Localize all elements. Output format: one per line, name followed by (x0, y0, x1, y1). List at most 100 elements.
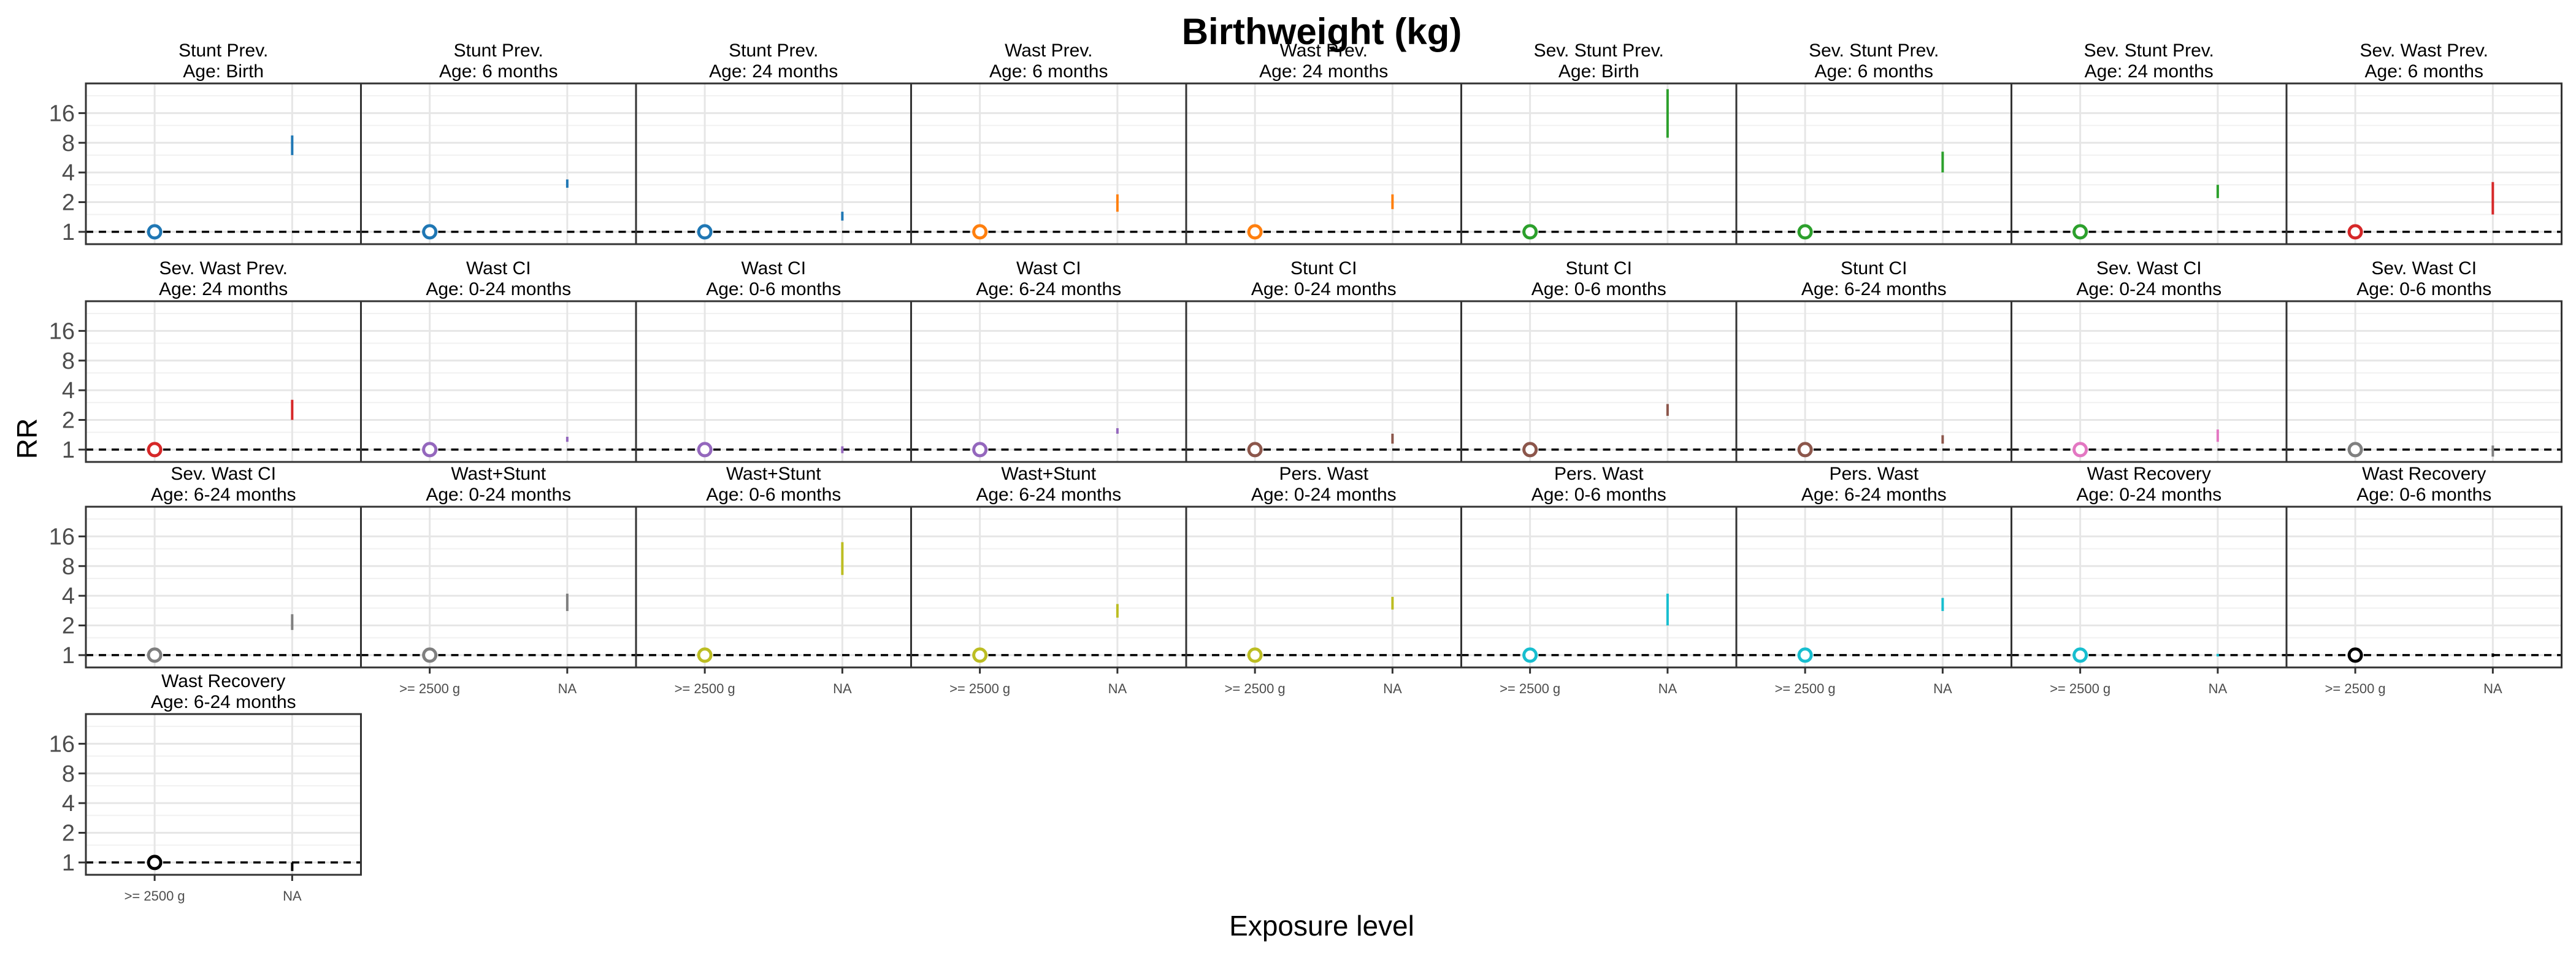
panel-background (1461, 507, 1736, 667)
panel-title-outcome: Sev. Wast CI (171, 464, 276, 484)
panel-title-age: Age: 0-6 months (2356, 485, 2491, 505)
y-tick-label: 8 (62, 554, 75, 580)
panel-title-outcome: Sev. Stunt Prev. (2084, 40, 2214, 61)
reference-point (1522, 647, 1538, 663)
reference-point (147, 647, 163, 663)
reference-point (1797, 224, 1813, 240)
x-tick-label: NA (1658, 681, 1677, 696)
x-tick-label: NA (1933, 681, 1952, 696)
panel-title-age: Age: 6-24 months (151, 692, 296, 712)
panel-title-outcome: Stunt CI (1841, 258, 1907, 279)
y-tick-label: 8 (62, 131, 75, 156)
facet-panel: Wast Prev.Age: 24 months (1185, 40, 1462, 245)
x-tick-label: >= 2500 g (1775, 681, 1836, 696)
reference-point (972, 224, 988, 240)
x-tick-label: NA (1108, 681, 1127, 696)
panel-background (1186, 83, 1462, 244)
panel-background (1736, 301, 2012, 462)
y-tick-label: 16 (49, 524, 75, 550)
panel-title-outcome: Stunt Prev. (454, 40, 543, 61)
y-tick-label: 1 (62, 437, 75, 463)
panel-title-age: Age: 6-24 months (1801, 485, 1947, 505)
panel-title-outcome: Pers. Wast (1554, 464, 1644, 484)
reference-point (1797, 442, 1813, 458)
panel-background (2011, 507, 2287, 667)
panel-title-outcome: Sev. Wast Prev. (2360, 40, 2489, 61)
reference-point (2072, 442, 2088, 458)
reference-point (422, 647, 438, 663)
reference-point (1522, 224, 1538, 240)
y-tick-label: 1 (62, 643, 75, 669)
facet-panel: Sev. Stunt Prev.Age: 6 months (1735, 40, 2012, 245)
panel-border (2285, 300, 2563, 463)
reference-point (147, 224, 163, 240)
panel-background (1461, 301, 1736, 462)
panel-title-outcome: Wast Prev. (1280, 40, 1368, 61)
panel-title-age: Age: 6 months (2365, 61, 2483, 82)
panel-border (2285, 82, 2563, 245)
x-tick-label: >= 2500 g (675, 681, 735, 696)
reference-point (972, 442, 988, 458)
x-tick-label: NA (2483, 681, 2502, 696)
panel-title-age: Age: 6-24 months (976, 279, 1121, 299)
panel-background (636, 507, 911, 667)
panel-title-outcome: Sev. Stunt Prev. (1809, 40, 1939, 61)
y-tick-label: 4 (62, 791, 75, 817)
panel-title-age: Age: 6 months (989, 61, 1108, 82)
x-tick-label: >= 2500 g (1225, 681, 1286, 696)
panel-title-outcome: Sev. Wast Prev. (159, 258, 288, 279)
x-tick-label: >= 2500 g (125, 888, 185, 904)
facet-panel: Wast Prev.Age: 6 months (910, 40, 1187, 245)
y-tick-label: 2 (62, 190, 75, 216)
y-tick-label: 2 (62, 821, 75, 847)
reference-point (1247, 647, 1263, 663)
panel-background (1186, 301, 1462, 462)
panel-title-age: Age: Birth (1558, 61, 1639, 82)
panel-title-age: Age: 6-24 months (1801, 279, 1947, 299)
panel-title-outcome: Pers. Wast (1279, 464, 1368, 484)
reference-point (697, 224, 713, 240)
panel-background (86, 714, 361, 875)
reference-point (422, 224, 438, 240)
panel-title-age: Age: 0-24 months (1251, 279, 1397, 299)
panel-title-age: Age: 24 months (159, 279, 288, 299)
reference-point (422, 442, 438, 458)
panel-title-age: Age: 0-6 months (1531, 485, 1666, 505)
panel-title-outcome: Stunt Prev. (178, 40, 268, 61)
panel-title-age: Age: 0-6 months (706, 485, 841, 505)
panel-background (911, 83, 1186, 244)
panel-title-age: Age: 0-24 months (426, 279, 571, 299)
panel-title-outcome: Wast+Stunt (451, 464, 546, 484)
y-tick-label: 1 (62, 850, 75, 876)
panel-title-age: Age: 0-24 months (1251, 485, 1397, 505)
panel-background (1736, 507, 2012, 667)
x-tick-label: >= 2500 g (2050, 681, 2110, 696)
panel-background (1461, 83, 1736, 244)
y-tick-label: 4 (62, 378, 75, 404)
reference-point (2347, 224, 2363, 240)
reference-point (1797, 647, 1813, 663)
panel-background (1736, 83, 2012, 244)
reference-point (2072, 224, 2088, 240)
facet-panel: Sev. Wast Prev.Age: 24 months 1 2 4 8 16 (49, 258, 362, 463)
y-tick-label: 2 (62, 408, 75, 434)
panel-background (2011, 301, 2287, 462)
panel-title-age: Age: 0-24 months (426, 485, 571, 505)
y-tick-label: 16 (49, 318, 75, 344)
x-tick-label: >= 2500 g (399, 681, 460, 696)
panel-title-outcome: Stunt CI (1290, 258, 1357, 279)
y-tick-label: 16 (49, 101, 75, 126)
panel-title-age: Age: 6 months (1815, 61, 1933, 82)
facet-panel: Stunt Prev.Age: Birth 1 2 4 8 16 (49, 40, 362, 245)
panel-title-outcome: Wast Prev. (1005, 40, 1092, 61)
